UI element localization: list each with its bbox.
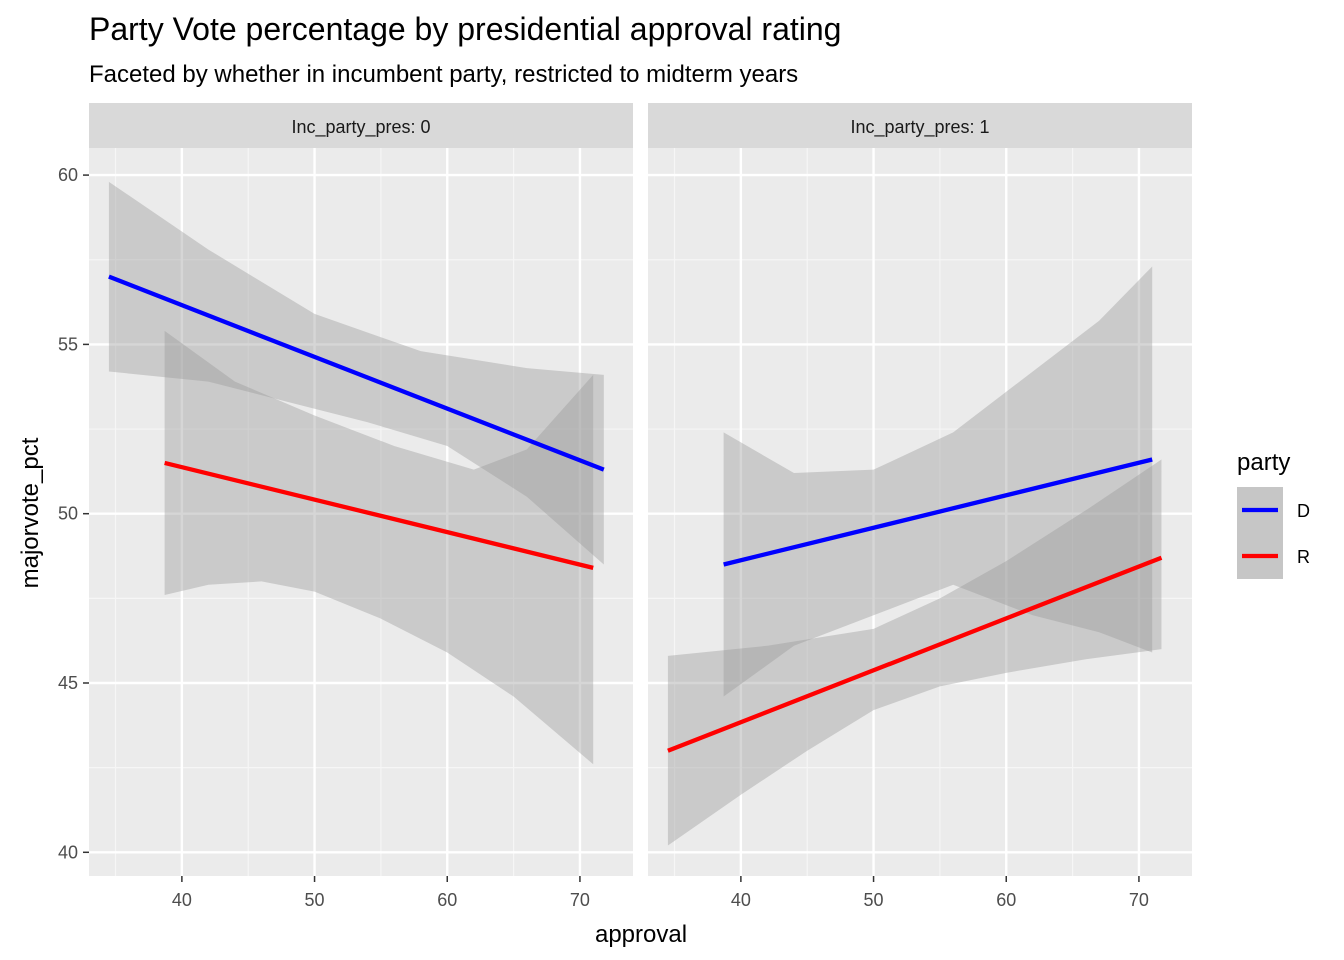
y-tick-label: 55 [58, 334, 78, 354]
series-line-D [723, 457, 1153, 567]
legend-label-R: R [1297, 547, 1310, 567]
chart-subtitle: Faceted by whether in incumbent party, r… [89, 61, 798, 88]
chart-title: Party Vote percentage by presidential ap… [89, 11, 841, 47]
facet-strip-label: Inc_party_pres: 1 [850, 117, 989, 138]
x-tick-label: 60 [996, 890, 1016, 910]
y-tick-label: 40 [58, 842, 78, 862]
x-tick-label: 60 [437, 890, 457, 910]
legend-label-D: D [1297, 501, 1310, 521]
series-line-D [108, 274, 605, 472]
confidence-band-R [164, 330, 594, 765]
legend-keys: DR [1237, 487, 1310, 579]
series-line-R [667, 555, 1163, 753]
facet-panel: Inc_party_pres: 0 40 50 60 70 40 45 50 55 60 [58, 103, 633, 910]
x-tick-label: 70 [1129, 890, 1149, 910]
facet-panels: Inc_party_pres: 040 50 60 704045505560Inc_p… [58, 103, 1192, 910]
confidence-band-D [723, 266, 1153, 697]
y-tick-label: 45 [58, 673, 78, 693]
y-tick-label: 60 [58, 165, 78, 185]
facet-strip [89, 103, 633, 148]
x-tick-label: 70 [570, 890, 590, 910]
legend-title: party [1237, 449, 1290, 476]
x-tick-label: 50 [305, 890, 325, 910]
x-tick-label: 40 [731, 890, 751, 910]
panel-background [648, 148, 1192, 876]
facet-panel: Inc_party_pres: 1 40 50 60 70 [648, 103, 1192, 910]
legend: party DR [1237, 449, 1310, 579]
y-axis-title: majorvote_pct [17, 437, 44, 588]
series-line-R [164, 460, 594, 570]
facet-strip [648, 103, 1192, 148]
x-tick-label: 50 [864, 890, 884, 910]
y-tick-label: 50 [58, 504, 78, 524]
x-tick-label: 40 [172, 890, 192, 910]
x-axis-title: approval [595, 921, 687, 948]
facet-strip-label: Inc_party_pres: 0 [291, 117, 430, 138]
